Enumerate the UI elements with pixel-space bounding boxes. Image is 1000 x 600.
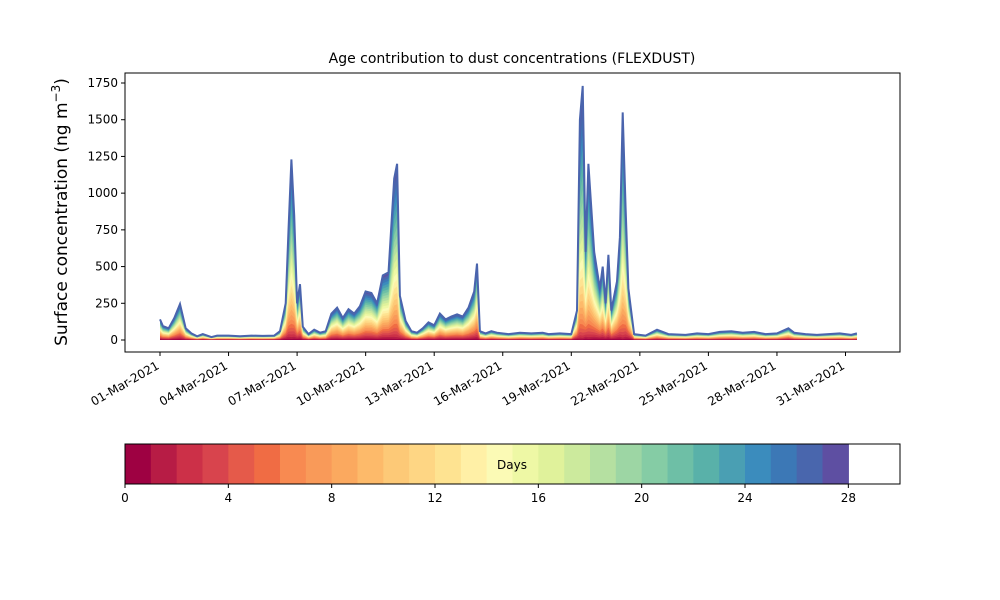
colorbar-tick-label-5: 20 [634,491,649,505]
y-axis-label-close: ) [52,78,72,85]
colorbar-swatch-0 [125,444,152,484]
x-tick-label-5: 16-Mar-2021 [431,358,504,408]
colorbar-swatch-24 [745,444,772,484]
colorbar-swatch-18 [590,444,617,484]
x-tick-label-3: 10-Mar-2021 [294,358,367,408]
y-tick-label-1: 250 [95,296,118,310]
age-layer-27 [160,85,857,341]
age-layer-26 [160,102,857,340]
colorbar-tick-label-0: 0 [121,491,129,505]
colorbar-tick-label-3: 12 [427,491,442,505]
colorbar-frame [124,443,901,485]
colorbar-swatch-15 [512,444,539,484]
colorbar-ticks: 0 4 8 12 16 20 24 28 [121,484,856,505]
age-layer-0 [160,338,857,340]
colorbar-swatch-17 [564,444,591,484]
colorbar-tick-label-7: 28 [841,491,856,505]
colorbar-tick-label-6: 24 [737,491,752,505]
y-tick-label-3: 750 [95,223,118,237]
age-layer-14 [160,258,857,340]
age-layer-12 [160,276,857,340]
colorbar-swatch-20 [641,444,669,484]
colorbar-swatch-2 [176,444,204,484]
colorbar-swatch-13 [460,444,488,484]
x-axis: 01-Mar-202104-Mar-202107-Mar-202110-Mar-… [88,352,847,409]
colorbar-swatch-3 [202,444,229,484]
x-tick-label-1: 04-Mar-2021 [157,358,230,408]
colorbar-swatch-5 [254,444,281,484]
colorbar-swatch-12 [435,444,462,484]
age-layer-13 [160,267,857,340]
age-layer-23 [160,147,857,340]
age-layer-8 [160,307,857,340]
plot-frame [124,72,901,353]
age-layer-18 [160,214,857,340]
colorbar-swatch-21 [667,444,694,484]
y-axis: 0 250 500 750 1000 1250 1500 1750 [87,76,125,347]
y-axis-label: Surface concentration (ng m−3) [49,78,72,346]
age-layer-25 [160,117,857,341]
x-tick-label-8: 25-Mar-2021 [637,358,710,408]
colorbar-tick-label-2: 8 [328,491,336,505]
age-layer-24 [160,133,857,340]
colorbar-swatch-1 [150,444,178,484]
x-tick-label-10: 31-Mar-2021 [774,358,847,408]
age-layer-15 [160,248,857,340]
chart-title: Age contribution to dust concentrations … [329,51,696,67]
x-tick-label-0: 01-Mar-2021 [88,358,161,408]
y-tick-label-4: 1000 [87,186,118,200]
x-tick-label-9: 28-Mar-2021 [705,358,778,408]
colorbar-swatch-25 [770,444,798,484]
x-tick-label-2: 07-Mar-2021 [225,358,298,408]
colorbar-swatch-8 [331,444,359,484]
stacked-area-layers [159,85,858,341]
x-tick-label-4: 13-Mar-2021 [363,358,436,408]
x-tick-label-6: 19-Mar-2021 [500,358,573,408]
colorbar-label: Days [497,458,527,472]
age-layer-19 [160,202,857,340]
y-tick-label-0: 0 [110,333,118,347]
y-axis-label-sup: −3 [49,85,63,103]
colorbar-tick-label-1: 4 [225,491,233,505]
total-concentration-line [159,85,858,339]
colorbar-swatch-26 [796,444,824,484]
colorbar-swatch-6 [280,444,307,484]
colorbar-swatch-14 [486,444,514,484]
y-tick-label-2: 500 [95,260,118,274]
colorbar-swatch-27 [822,444,849,484]
age-layer-22 [160,162,857,340]
x-tick-label-7: 22-Mar-2021 [568,358,641,408]
colorbar-swatch-23 [719,444,746,484]
age-layer-20 [160,189,857,340]
colorbar-swatch-9 [357,444,384,484]
colorbar-swatch-16 [538,444,565,484]
colorbar-swatch-4 [228,444,255,484]
y-tick-label-7: 1750 [87,76,118,90]
age-layer-16 [160,237,857,340]
colorbar-swatch-11 [409,444,436,484]
y-tick-label-6: 1500 [87,113,118,127]
colorbar-tick-label-4: 16 [531,491,546,505]
age-layer-21 [160,176,857,340]
colorbar-swatch-10 [383,444,410,484]
age-layer-17 [160,226,857,340]
y-tick-label-5: 1250 [87,149,118,163]
colorbar [125,444,849,484]
colorbar-swatch-7 [305,444,333,484]
y-axis-label-main: Surface concentration (ng m [52,102,72,345]
colorbar-swatch-19 [615,444,643,484]
age-layer-9 [160,300,857,340]
colorbar-swatch-22 [693,444,720,484]
